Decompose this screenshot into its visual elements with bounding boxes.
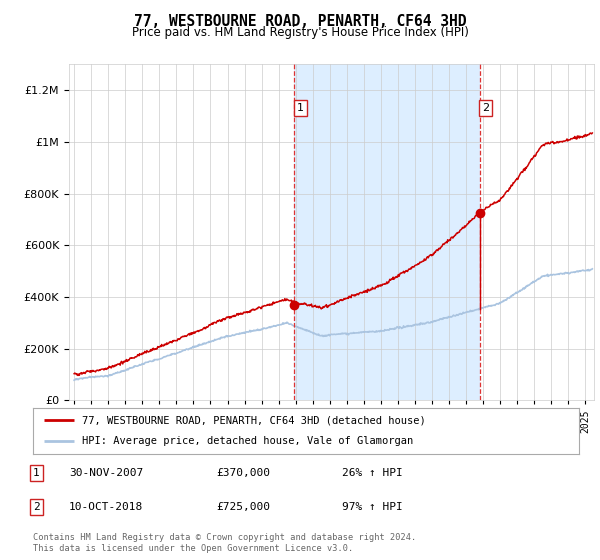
Text: £725,000: £725,000	[216, 502, 270, 512]
Text: 10-OCT-2018: 10-OCT-2018	[69, 502, 143, 512]
Text: 1: 1	[33, 468, 40, 478]
Text: 26% ↑ HPI: 26% ↑ HPI	[342, 468, 403, 478]
Text: 2: 2	[33, 502, 40, 512]
Text: Price paid vs. HM Land Registry's House Price Index (HPI): Price paid vs. HM Land Registry's House …	[131, 26, 469, 39]
Text: £370,000: £370,000	[216, 468, 270, 478]
Text: 1: 1	[297, 103, 304, 113]
Text: 97% ↑ HPI: 97% ↑ HPI	[342, 502, 403, 512]
Text: 77, WESTBOURNE ROAD, PENARTH, CF64 3HD (detached house): 77, WESTBOURNE ROAD, PENARTH, CF64 3HD (…	[82, 415, 426, 425]
Bar	[294, 64, 479, 400]
Text: 77, WESTBOURNE ROAD, PENARTH, CF64 3HD: 77, WESTBOURNE ROAD, PENARTH, CF64 3HD	[134, 14, 466, 29]
Text: Contains HM Land Registry data © Crown copyright and database right 2024.
This d: Contains HM Land Registry data © Crown c…	[33, 533, 416, 553]
Text: 2: 2	[482, 103, 489, 113]
Text: HPI: Average price, detached house, Vale of Glamorgan: HPI: Average price, detached house, Vale…	[82, 436, 413, 446]
Text: 30-NOV-2007: 30-NOV-2007	[69, 468, 143, 478]
